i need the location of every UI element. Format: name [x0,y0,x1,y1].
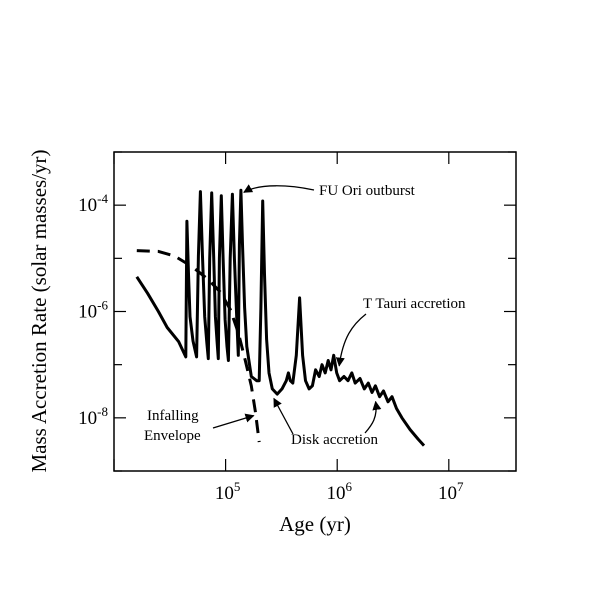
arrow-disk-accretion-right [364,400,382,434]
y-tick-label-1: 10-6 [78,298,108,323]
annotation-infalling: Infalling [147,408,199,424]
y-axis-title: Mass Accretion Rate (solar masses/yr) [27,149,51,472]
annotation-t-tauri-accretion: T Tauri accretion [363,296,466,312]
ticks: 105 106 107 10-4 10-6 10-8 [78,151,516,504]
arrow-disk-accretion-left [273,397,294,435]
data-curves [135,188,426,447]
arrow-fu-ori-outburst [243,184,315,193]
series-disk-accretion [135,188,426,447]
y-tick-label-0: 10-4 [78,191,108,216]
annotation-envelope: Envelope [144,428,201,444]
annotation-disk-accretion: Disk accretion [291,432,379,448]
y-tick-label-2: 10-8 [78,404,108,429]
annotations: FU Ori outburst T Tauri accretion Disk acc… [144,183,466,448]
arrow-t-tauri-accretion [335,313,367,367]
x-tick-label-1: 106 [326,479,352,504]
arrow-infalling-envelope [212,413,255,429]
x-axis-title: Age (yr) [279,512,351,536]
x-tick-label-0: 105 [215,479,241,504]
annotation-fu-ori-outburst: FU Ori outburst [319,183,416,199]
x-tick-label-2: 107 [438,479,464,504]
series-infalling-envelope [136,249,261,443]
